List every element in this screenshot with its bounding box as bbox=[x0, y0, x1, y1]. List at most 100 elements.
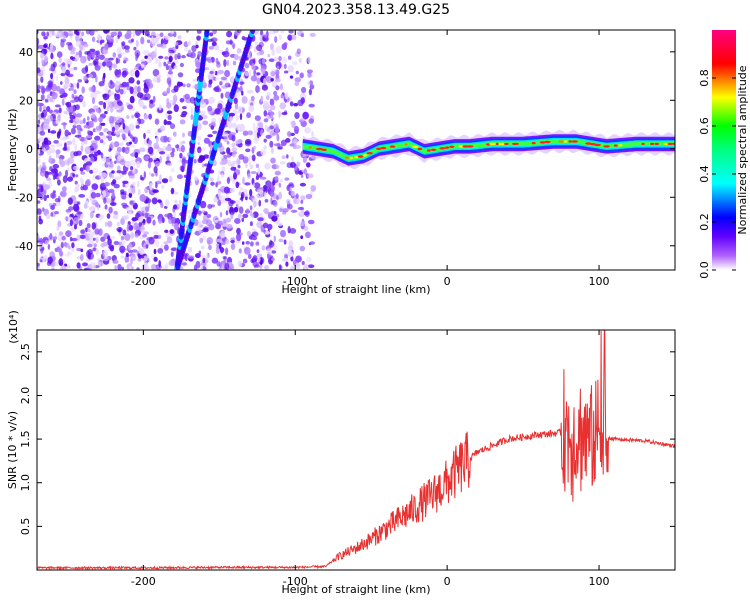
noise-blob bbox=[58, 155, 65, 160]
noise-blob bbox=[89, 169, 94, 174]
y-tick-label: -20 bbox=[15, 191, 33, 204]
noise-blob bbox=[138, 99, 142, 105]
noise-blob bbox=[196, 30, 202, 34]
signal-hotspot bbox=[411, 145, 419, 148]
noise-blob bbox=[246, 208, 250, 214]
noise-blob bbox=[248, 155, 251, 162]
noise-blob bbox=[74, 143, 78, 151]
noise-blob bbox=[254, 115, 261, 121]
noise-blob bbox=[114, 129, 121, 135]
noise-blob bbox=[82, 118, 86, 124]
noise-blob bbox=[203, 137, 210, 144]
noise-blob bbox=[246, 89, 254, 94]
noise-blob bbox=[163, 61, 167, 67]
noise-blob bbox=[81, 140, 85, 146]
noise-blob bbox=[124, 58, 129, 62]
noise-blob bbox=[168, 55, 173, 62]
noise-blob bbox=[264, 198, 269, 203]
noise-blob bbox=[40, 247, 44, 254]
noise-blob bbox=[144, 55, 148, 59]
noise-blob bbox=[134, 233, 139, 238]
noise-blob bbox=[224, 197, 232, 202]
noise-blob bbox=[226, 59, 230, 67]
noise-blob bbox=[89, 48, 96, 52]
noise-blob bbox=[70, 99, 76, 103]
noise-blob bbox=[43, 36, 48, 40]
noise-blob bbox=[263, 145, 267, 150]
heatmap-signal-band bbox=[302, 129, 675, 170]
noise-blob bbox=[254, 41, 258, 46]
noise-blob bbox=[95, 236, 99, 244]
x-tick-label: -200 bbox=[131, 575, 156, 588]
noise-blob bbox=[230, 237, 236, 241]
noise-blob bbox=[184, 93, 190, 100]
noise-blob bbox=[92, 128, 97, 133]
noise-blob bbox=[121, 196, 127, 200]
noise-blob bbox=[41, 31, 46, 37]
noise-blob bbox=[51, 92, 58, 100]
noise-blob bbox=[169, 229, 175, 234]
noise-blob bbox=[244, 193, 249, 197]
noise-blob bbox=[238, 154, 245, 160]
snr-panel: -200 -100 0 100 0.5 1.0 1.5 2.0 2.5 Height of s… bbox=[6, 310, 676, 596]
noise-blob bbox=[65, 101, 72, 108]
noise-blob bbox=[119, 245, 126, 253]
noise-blob bbox=[173, 85, 179, 93]
noise-blob bbox=[228, 199, 234, 207]
noise-blob bbox=[78, 219, 83, 227]
y-tick-label: -40 bbox=[15, 240, 33, 253]
noise-blob bbox=[140, 36, 145, 45]
signal-hotspot bbox=[458, 145, 464, 148]
noise-blob bbox=[116, 170, 122, 174]
noise-blob bbox=[235, 199, 241, 205]
noise-blob bbox=[170, 247, 177, 251]
noise-blob bbox=[67, 33, 74, 37]
noise-blob bbox=[58, 171, 62, 177]
noise-blob bbox=[80, 248, 84, 253]
noise-blob bbox=[126, 224, 130, 232]
noise-blob bbox=[281, 155, 286, 159]
noise-blob bbox=[82, 262, 88, 267]
noise-blob bbox=[286, 154, 289, 159]
noise-blob bbox=[225, 40, 231, 45]
noise-blob bbox=[303, 211, 310, 216]
heatmap-x-ticks: -200 -100 0 100 bbox=[131, 30, 610, 288]
noise-blob bbox=[46, 194, 50, 199]
signal-hotspot bbox=[654, 142, 659, 146]
noise-blob bbox=[50, 212, 54, 217]
noise-blob bbox=[300, 33, 304, 38]
colorbar-label: Normalized spectral amplitude bbox=[736, 65, 749, 234]
noise-blob bbox=[256, 249, 260, 254]
noise-blob bbox=[181, 166, 185, 172]
noise-blob bbox=[144, 186, 149, 194]
noise-blob bbox=[136, 210, 143, 218]
noise-blob bbox=[137, 92, 144, 98]
noise-blob bbox=[273, 90, 278, 96]
noise-blob bbox=[294, 129, 299, 134]
noise-blob bbox=[233, 172, 237, 180]
noise-blob bbox=[62, 186, 67, 192]
noise-blob bbox=[308, 103, 315, 108]
signal-hotspot bbox=[427, 149, 431, 152]
noise-blob bbox=[294, 77, 302, 83]
noise-blob bbox=[236, 30, 242, 34]
noise-blob bbox=[92, 247, 97, 252]
noise-blob bbox=[81, 31, 85, 37]
noise-blob bbox=[257, 127, 261, 133]
signal-hotspot bbox=[349, 156, 353, 160]
noise-blob bbox=[159, 151, 166, 155]
noise-blob bbox=[114, 160, 117, 164]
noise-blob bbox=[67, 167, 71, 172]
noise-blob bbox=[121, 41, 126, 47]
noise-blob bbox=[260, 149, 267, 156]
noise-blob bbox=[267, 223, 273, 230]
noise-blob bbox=[179, 98, 185, 103]
noise-blob bbox=[199, 237, 204, 244]
noise-blob bbox=[46, 177, 51, 181]
noise-blob bbox=[195, 44, 199, 49]
noise-blob bbox=[57, 195, 61, 203]
noise-blob bbox=[106, 60, 113, 68]
noise-blob bbox=[134, 112, 141, 119]
noise-blob bbox=[235, 114, 239, 122]
noise-blob bbox=[131, 38, 134, 42]
